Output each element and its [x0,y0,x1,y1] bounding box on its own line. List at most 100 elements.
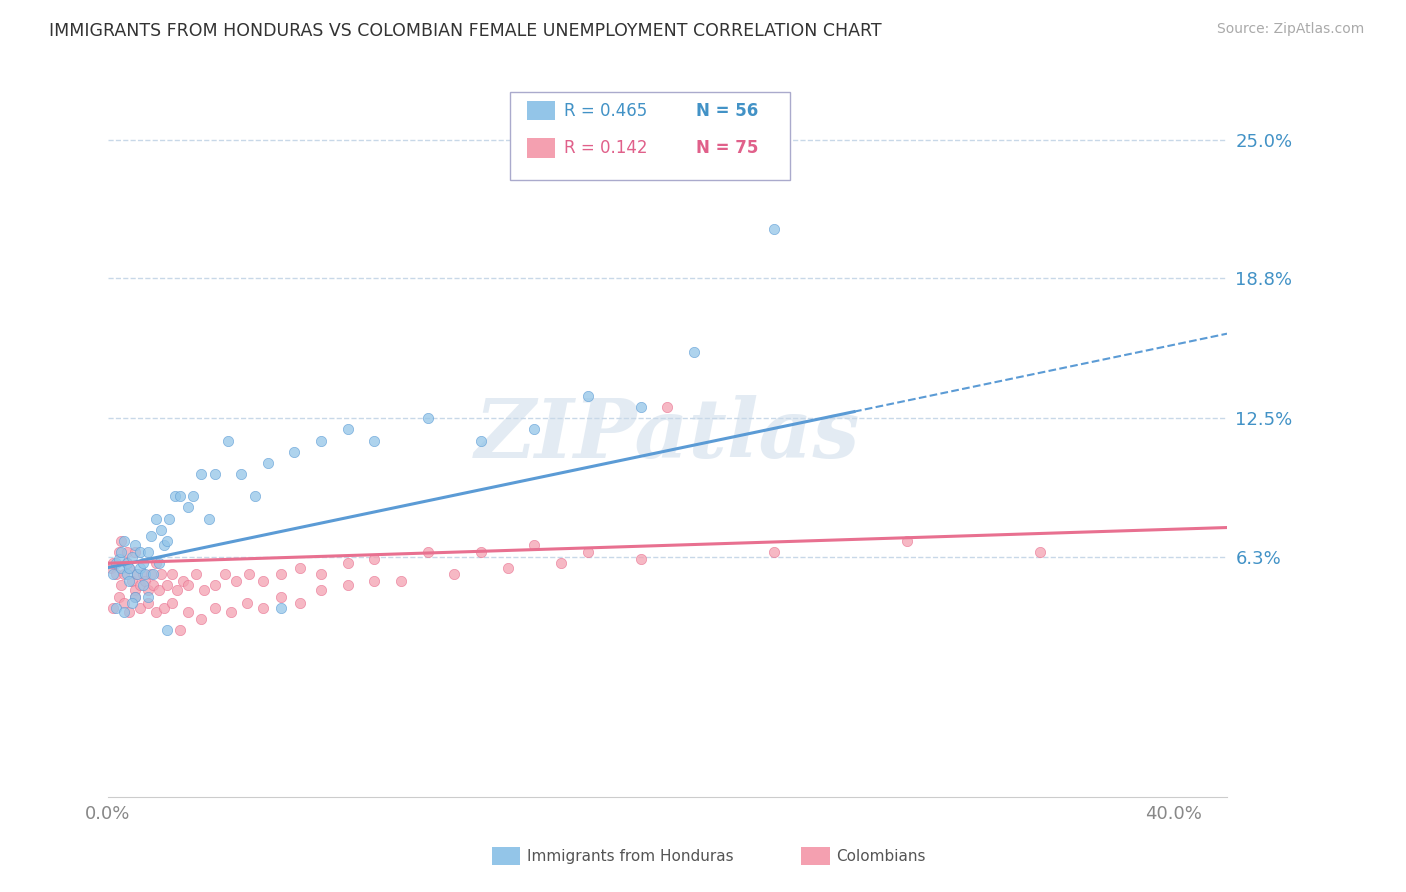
Point [121,596,143,610]
Point [118,574,141,588]
Point [118,560,141,574]
Point [243,489,266,503]
Point [110,533,132,548]
Point [131,578,153,592]
Point [238,567,260,582]
Point [103,556,125,570]
Point [157,511,180,525]
Point [118,560,141,574]
Text: N = 56: N = 56 [696,102,758,120]
Point [136,590,159,604]
Point [169,623,191,637]
Point [496,560,519,574]
Point [115,545,138,559]
Point [110,578,132,592]
Point [181,489,204,503]
Point [225,574,247,588]
Text: Immigrants from Honduras: Immigrants from Honduras [527,849,734,863]
Point [166,582,188,597]
Point [153,600,176,615]
Point [177,578,200,592]
Point [683,344,706,359]
Point [257,456,280,470]
Point [134,574,156,588]
Point [112,567,135,582]
Point [576,545,599,559]
Point [142,578,165,592]
Point [129,600,152,615]
Point [100,560,122,574]
Point [104,567,127,582]
Point [155,533,177,548]
Point [288,560,311,574]
Point [112,605,135,619]
Point [107,551,129,566]
Point [363,551,385,566]
Point [121,549,143,564]
Point [115,567,138,582]
Point [550,556,572,570]
Point [131,567,153,582]
Point [190,467,212,481]
Point [115,556,138,570]
Point [124,590,146,604]
Point [763,222,786,236]
Point [657,401,679,415]
Point [523,538,546,552]
Point [148,556,170,570]
Point [288,596,311,610]
Point [416,545,439,559]
Text: Source: ZipAtlas.com: Source: ZipAtlas.com [1216,22,1364,37]
Point [103,600,125,615]
Text: Colombians: Colombians [837,849,927,863]
Point [1029,545,1052,559]
Point [363,434,385,448]
Point [155,578,177,592]
Point [235,596,257,610]
Point [763,545,786,559]
Point [103,567,125,582]
Point [169,489,191,503]
Point [204,600,226,615]
Point [363,574,385,588]
Point [204,467,226,481]
Point [630,401,652,415]
Point [309,434,332,448]
Point [576,389,599,403]
Point [104,600,127,615]
Point [160,567,183,582]
Point [336,556,359,570]
Point [190,612,212,626]
Point [217,434,239,448]
Point [270,590,292,604]
Point [336,422,359,436]
Text: R = 0.465: R = 0.465 [564,102,647,120]
Point [177,500,200,515]
Point [214,567,236,582]
Point [150,567,173,582]
Point [184,567,207,582]
Point [163,489,186,503]
Point [896,533,918,548]
Point [142,567,165,582]
Point [136,545,159,559]
Point [252,574,274,588]
Point [198,511,221,525]
Point [129,545,152,559]
Point [155,623,177,637]
Point [112,596,135,610]
Point [107,590,129,604]
Point [134,567,156,582]
Point [124,545,146,559]
Point [127,567,149,582]
Point [193,582,215,597]
Text: IMMIGRANTS FROM HONDURAS VS COLOMBIAN FEMALE UNEMPLOYMENT CORRELATION CHART: IMMIGRANTS FROM HONDURAS VS COLOMBIAN FE… [49,22,882,40]
Text: N = 75: N = 75 [696,139,758,157]
Point [136,582,159,597]
Point [118,605,141,619]
Point [204,578,226,592]
Point [150,523,173,537]
Point [252,600,274,615]
Point [160,596,183,610]
Text: ZIPatlas: ZIPatlas [475,395,860,475]
